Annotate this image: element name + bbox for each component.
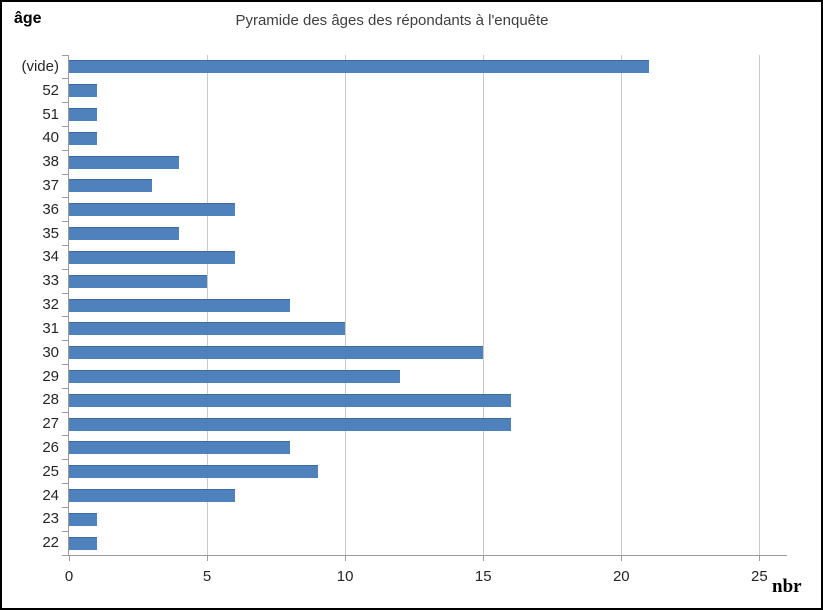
y-tick-label: 37 bbox=[42, 177, 59, 195]
y-tick-label: 30 bbox=[42, 343, 59, 361]
y-axis-tick bbox=[62, 54, 68, 56]
gridline bbox=[620, 55, 622, 555]
x-axis-line bbox=[63, 555, 787, 556]
y-tick-label: 33 bbox=[42, 272, 59, 290]
y-axis-tick bbox=[62, 506, 68, 508]
x-axis-tick bbox=[758, 555, 760, 561]
y-tick-label: 32 bbox=[42, 296, 59, 314]
y-axis-line bbox=[68, 55, 69, 555]
bar bbox=[69, 250, 235, 264]
x-axis-tick bbox=[68, 555, 70, 561]
gridline bbox=[482, 55, 484, 555]
x-tick-label: 10 bbox=[336, 568, 354, 585]
bar bbox=[69, 369, 401, 383]
x-axis-title: nbr bbox=[772, 576, 802, 597]
y-tick-label: 34 bbox=[42, 248, 59, 266]
y-tick-label: 23 bbox=[42, 510, 59, 528]
bar bbox=[69, 60, 649, 74]
bar bbox=[69, 393, 511, 407]
y-tick-label: 26 bbox=[42, 438, 59, 456]
y-tick-label: 27 bbox=[42, 415, 59, 433]
y-axis-tick bbox=[62, 554, 68, 556]
y-tick-label: (vide) bbox=[21, 58, 59, 75]
bar bbox=[69, 131, 97, 145]
y-tick-label: 29 bbox=[42, 367, 59, 385]
y-tick-label: 28 bbox=[42, 391, 59, 409]
y-axis-tick bbox=[62, 483, 68, 485]
bar bbox=[69, 512, 97, 526]
y-axis-title: âge bbox=[14, 10, 42, 27]
bar bbox=[69, 417, 511, 431]
y-axis-tick bbox=[62, 316, 68, 318]
x-axis-tick bbox=[482, 555, 484, 561]
y-tick-label: 25 bbox=[42, 462, 59, 480]
y-axis-tick bbox=[62, 197, 68, 199]
x-tick-label: 0 bbox=[64, 568, 74, 585]
bar bbox=[69, 465, 318, 479]
y-axis-tick bbox=[62, 411, 68, 413]
bar bbox=[69, 84, 97, 98]
bar bbox=[69, 441, 290, 455]
x-tick-label: 25 bbox=[751, 568, 768, 585]
bar bbox=[69, 536, 97, 550]
bar bbox=[69, 155, 180, 169]
bar bbox=[69, 298, 290, 312]
y-tick-label: 31 bbox=[42, 319, 59, 337]
bar bbox=[69, 179, 152, 193]
bar bbox=[69, 346, 484, 360]
x-axis-tick bbox=[620, 555, 622, 561]
x-tick-label: 5 bbox=[202, 568, 212, 585]
y-axis-tick bbox=[62, 244, 68, 246]
y-tick-label: 24 bbox=[42, 486, 59, 504]
y-axis-tick bbox=[62, 387, 68, 389]
y-axis-tick bbox=[62, 221, 68, 223]
y-axis-tick bbox=[62, 364, 68, 366]
x-axis-tick bbox=[206, 555, 208, 561]
y-tick-label: 35 bbox=[42, 224, 59, 242]
x-axis-tick bbox=[344, 555, 346, 561]
y-axis-tick bbox=[62, 268, 68, 270]
y-tick-label: 38 bbox=[42, 153, 59, 171]
y-axis-tick bbox=[62, 340, 68, 342]
y-tick-label: 40 bbox=[42, 129, 59, 147]
y-axis-tick bbox=[62, 292, 68, 294]
y-axis-tick bbox=[62, 435, 68, 437]
bar bbox=[69, 108, 97, 122]
bar bbox=[69, 274, 208, 288]
y-axis-tick bbox=[62, 78, 68, 80]
plot-area: 0 5 10 15 20 25 (vide) 52 51 40 38 37 36 35 34 33 32 31 30… bbox=[21, 54, 787, 585]
bar bbox=[69, 203, 235, 217]
y-tick-label: 51 bbox=[42, 105, 59, 123]
bar bbox=[69, 488, 235, 502]
y-axis-tick bbox=[62, 173, 68, 175]
chart-title: Pyramide des âges des répondants à l'enq… bbox=[235, 12, 549, 29]
y-tick-label: 36 bbox=[42, 200, 59, 218]
y-axis-tick bbox=[62, 149, 68, 151]
y-tick-label: 52 bbox=[42, 81, 59, 99]
bar bbox=[69, 227, 180, 241]
y-axis-tick bbox=[62, 459, 68, 461]
x-tick-label: 15 bbox=[474, 568, 492, 585]
gridline bbox=[344, 55, 346, 555]
y-axis-tick bbox=[62, 125, 68, 127]
y-axis-tick bbox=[62, 530, 68, 532]
y-axis-tick bbox=[62, 102, 68, 104]
gridline bbox=[758, 55, 760, 555]
y-tick-label: 22 bbox=[42, 534, 59, 552]
x-tick-label: 20 bbox=[612, 568, 630, 585]
bar bbox=[69, 322, 346, 336]
